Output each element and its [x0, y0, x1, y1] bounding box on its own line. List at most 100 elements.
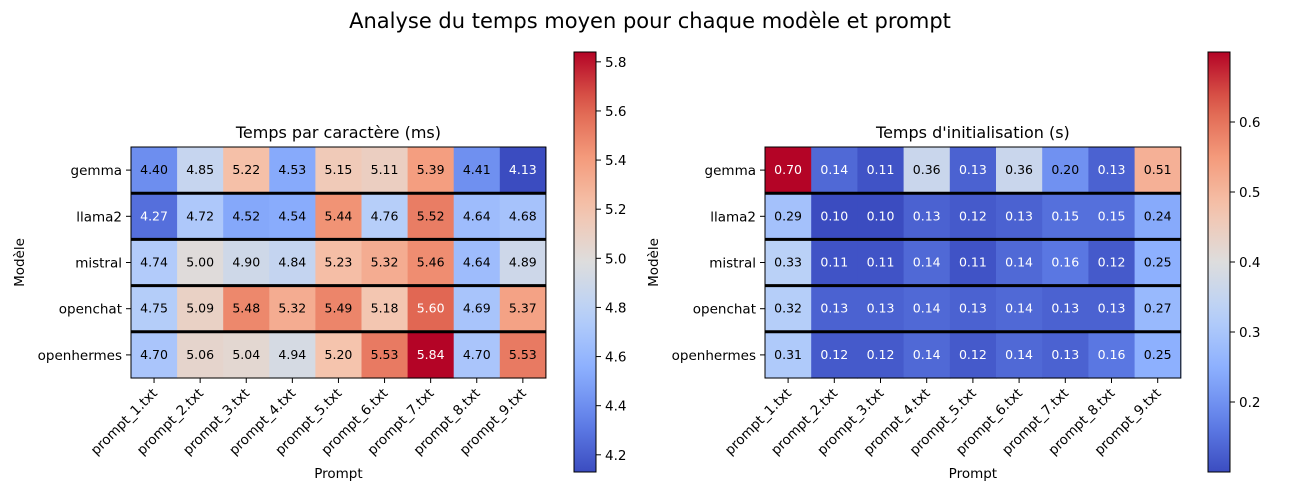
y-axis-label: Modèle	[12, 238, 28, 287]
cell-value-label: 0.36	[1005, 162, 1033, 177]
heatmap-cell	[269, 147, 316, 194]
cell-value-label: 0.10	[867, 208, 895, 223]
cell-value-label: 5.04	[232, 347, 260, 362]
cell-value-label: 0.13	[1051, 347, 1079, 362]
heatmap-cell	[903, 285, 951, 333]
heatmap-cell	[903, 239, 951, 287]
cell-value-label: 0.14	[1005, 301, 1033, 316]
heatmap-cell	[1134, 285, 1182, 333]
heatmap-cell	[407, 331, 455, 379]
colorbar-tick-label: 0.6	[1239, 115, 1260, 131]
cell-value-label: 5.00	[186, 255, 214, 270]
cell-value-label: 0.25	[1144, 347, 1172, 362]
cell-value-label: 0.11	[959, 255, 987, 270]
colorbar-tick-label: 5.2	[605, 202, 626, 218]
y-tick-label: llama2	[76, 209, 122, 225]
y-tick-label: openhermes	[672, 348, 756, 364]
heatmap-cell	[1088, 239, 1136, 287]
heatmap-cell	[903, 147, 951, 194]
heatmap-cell	[996, 331, 1043, 379]
heatmap-cell	[361, 331, 409, 379]
cell-value-label: 5.22	[232, 162, 260, 177]
y-tick-label: openchat	[59, 302, 122, 318]
cell-value-label: 0.36	[913, 162, 941, 177]
cell-value-label: 0.20	[1051, 162, 1079, 177]
heatmap-cell	[177, 285, 224, 333]
cell-value-label: 0.15	[1098, 208, 1126, 223]
heatmap-cell	[857, 239, 905, 287]
heatmap-cell	[361, 239, 409, 287]
cell-value-label: 0.13	[913, 208, 941, 223]
cell-value-label: 0.11	[867, 162, 895, 177]
heatmap-cell	[1042, 285, 1089, 333]
heatmap-cell	[453, 331, 501, 379]
y-tick-label: gemma	[71, 163, 122, 179]
cell-value-label: 5.32	[278, 301, 306, 316]
heatmap-cell	[177, 193, 224, 240]
cell-value-label: 0.14	[913, 255, 941, 270]
y-axis-label: Modèle	[646, 238, 662, 287]
cell-value-label: 0.14	[1005, 347, 1033, 362]
cell-value-label: 0.16	[1098, 347, 1126, 362]
cell-value-label: 5.15	[325, 162, 353, 177]
heatmap-cell	[361, 147, 409, 194]
heatmap-cell	[223, 147, 270, 194]
cell-value-label: 0.12	[959, 347, 987, 362]
heatmap-cell	[1042, 239, 1089, 287]
heatmap-cell	[177, 147, 224, 194]
cell-value-label: 4.52	[232, 208, 260, 223]
cell-value-label: 0.13	[1098, 162, 1126, 177]
cell-value-label: 0.27	[1144, 301, 1172, 316]
cell-value-label: 5.37	[509, 301, 537, 316]
cell-value-label: 5.60	[417, 301, 445, 316]
cell-value-label: 5.48	[232, 301, 260, 316]
colorbar-2: 0.2 0.3 0.4 0.5 0.6	[1207, 51, 1260, 473]
heatmap-cell	[315, 147, 363, 194]
y-tick-label: mistral	[75, 256, 122, 272]
cell-value-label: 4.40	[140, 162, 168, 177]
heatmap-cell	[499, 331, 547, 379]
heatmap-cell	[1134, 239, 1182, 287]
heatmap-cell	[996, 193, 1043, 240]
cell-value-label: 0.13	[1005, 208, 1033, 223]
y-tick-label: openhermes	[38, 348, 122, 364]
cell-value-label: 5.06	[186, 347, 214, 362]
heatmap-cell	[811, 147, 858, 194]
cell-value-label: 0.13	[1051, 301, 1079, 316]
cell-value-label: 0.14	[913, 301, 941, 316]
cell-value-label: 4.70	[463, 347, 491, 362]
heatmap-cell	[361, 285, 409, 333]
cell-value-label: 0.12	[1098, 255, 1126, 270]
y-tick-label: gemma	[705, 163, 756, 179]
heatmap-cell	[499, 239, 547, 287]
heatmap-2: 0.70 0.14 0.11 0.36 0.13 0.36 0.20 0.13 0.51 0.29…	[646, 123, 1182, 482]
heatmap-cell	[131, 285, 178, 333]
heatmap-cell	[1088, 285, 1136, 333]
heatmap-cell	[407, 285, 455, 333]
cell-value-label: 4.75	[140, 301, 168, 316]
cell-value-label: 5.18	[371, 301, 399, 316]
heatmap-1: 4.40 4.85 5.22 4.53 5.15 5.11 5.39 4.41 4.13 4.27…	[12, 123, 547, 482]
cell-value-label: 0.32	[774, 301, 802, 316]
heatmap-cell	[177, 331, 224, 379]
cell-value-label: 4.74	[140, 255, 168, 270]
colorbar-gradient	[1207, 51, 1231, 473]
heatmap-cell	[765, 331, 812, 379]
cell-value-label: 5.84	[417, 347, 445, 362]
cell-value-label: 0.13	[1098, 301, 1126, 316]
cell-value-label: 4.64	[463, 208, 491, 223]
cell-value-label: 4.69	[463, 301, 491, 316]
colorbar-tick-label: 4.2	[605, 448, 626, 464]
cell-value-label: 5.46	[417, 255, 445, 270]
heatmap-cell	[131, 193, 178, 240]
heatmap-cell	[765, 193, 812, 240]
heatmap-cell	[269, 239, 316, 287]
heatmap-cell	[131, 147, 178, 194]
heatmap-cell	[269, 331, 316, 379]
cell-value-label: 4.72	[186, 208, 214, 223]
heatmap-title: Temps d'initialisation (s)	[875, 123, 1070, 142]
cell-value-label: 5.11	[371, 162, 399, 177]
colorbar-tick-label: 5.6	[605, 104, 626, 120]
cell-value-label: 4.90	[232, 255, 260, 270]
